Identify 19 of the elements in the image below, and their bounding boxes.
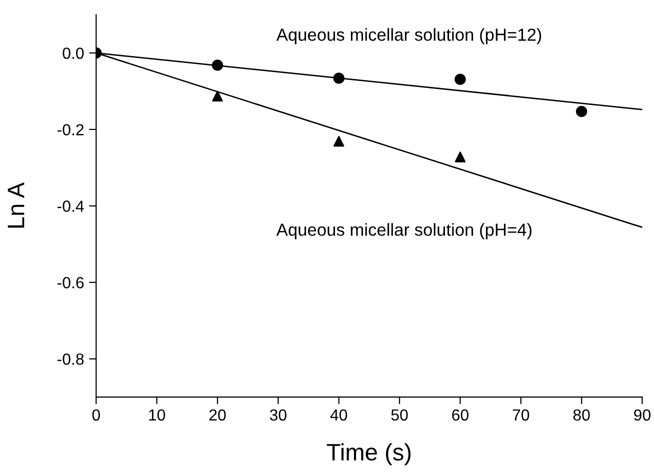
- y-tick-label: -0.4: [58, 200, 84, 212]
- annotation: Aqueous micellar solution (pH=4): [276, 223, 532, 240]
- x-tick-label: 40: [330, 409, 348, 421]
- x-tick-label: 60: [452, 409, 468, 421]
- x-tick-label: 50: [391, 409, 408, 421]
- y-tick-label: 0.0: [62, 48, 84, 59]
- y-tick-label: -0.6: [58, 277, 84, 288]
- x-tick-label: 70: [512, 409, 530, 421]
- x-tick-label: 90: [634, 409, 650, 421]
- y-axis-title: Ln A: [8, 182, 24, 228]
- x-tick-label: 10: [149, 409, 166, 421]
- y-tick-label: -0.2: [58, 124, 84, 136]
- y-tick-label: -0.8: [58, 353, 84, 365]
- x-tick-label: 20: [209, 409, 226, 421]
- x-tick-label: 0: [92, 409, 100, 421]
- x-tick-label: 30: [270, 409, 286, 421]
- x-tick-label: 80: [573, 409, 590, 421]
- x-axis-title: Time (s): [326, 443, 411, 466]
- annotation: Aqueous micellar solution (pH=12): [276, 28, 542, 44]
